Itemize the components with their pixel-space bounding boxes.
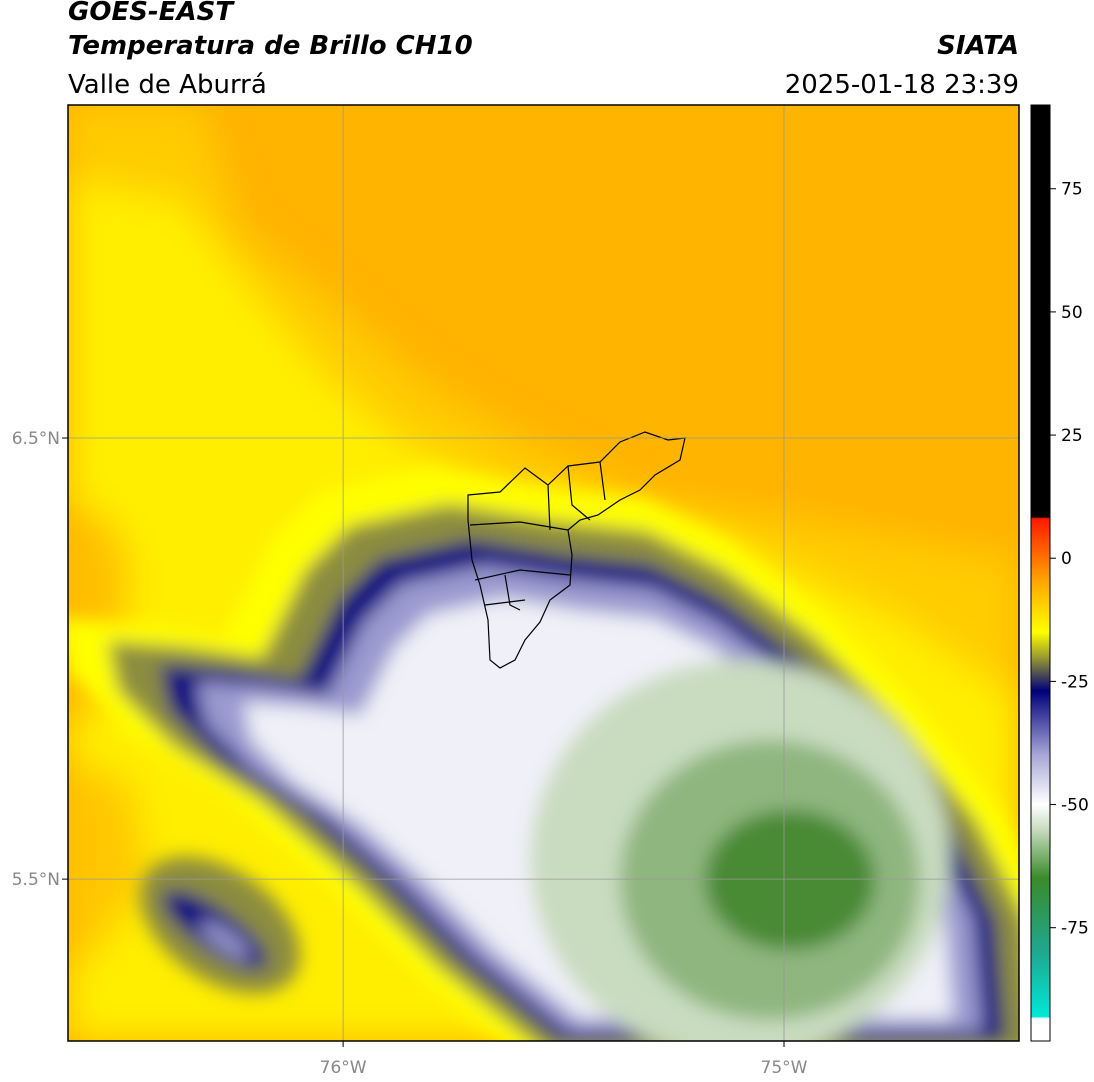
subtitle: Temperatura de Brillo CH10 — [68, 31, 473, 61]
colorbar-tick-label: -25 — [1061, 672, 1089, 692]
lon-tick-label: 76°W — [320, 1058, 367, 1078]
colorbar-tick-label: -75 — [1061, 919, 1089, 939]
colorbar-tick-label: 75 — [1061, 180, 1083, 200]
title: GOES-EAST — [68, 0, 235, 27]
source: SIATA — [937, 31, 1019, 61]
colorbar — [1030, 104, 1051, 1042]
region: Valle de Aburrá — [68, 70, 267, 100]
colorbar-tick-label: -50 — [1061, 796, 1089, 816]
lon-tick-label: 75°W — [761, 1058, 808, 1078]
lat-tick-label: 5.5°N — [12, 870, 60, 890]
map-image — [68, 105, 1019, 1041]
lat-tick-label: 6.5°N — [12, 429, 60, 449]
graticule — [68, 105, 1019, 1041]
colorbar-tick-label: 0 — [1061, 549, 1072, 569]
map-frame — [67, 104, 1020, 1042]
timestamp: 2025-01-18 23:39 — [785, 70, 1019, 100]
municipal-boundaries — [467, 431, 686, 669]
colorbar-tick-label: 50 — [1061, 303, 1083, 323]
colorbar-tick-label: 25 — [1061, 426, 1083, 446]
